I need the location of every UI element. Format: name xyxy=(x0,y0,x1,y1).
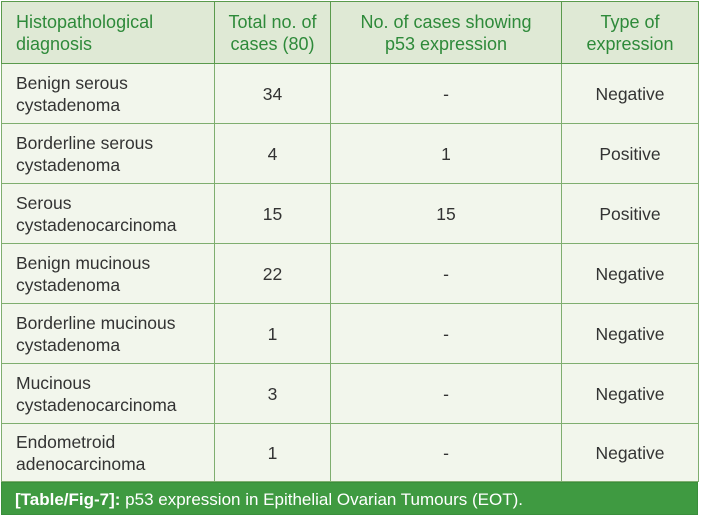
total-cases-cell: 22 xyxy=(214,243,331,304)
p53-cases-cell: - xyxy=(330,243,562,304)
diagnosis-line: cystadenoma xyxy=(16,154,121,175)
diagnosis-line: cystadenocarcinoma xyxy=(16,394,177,415)
p53-cases-cell: 1 xyxy=(330,123,562,184)
total-cases-cell: 34 xyxy=(214,63,331,124)
total-cases-cell: 15 xyxy=(214,183,331,244)
header-p53-cases: No. of cases showing p53 expression xyxy=(330,1,562,64)
expression-type-cell: Negative xyxy=(561,363,699,424)
diagnosis-line: Benign mucinous xyxy=(16,252,151,273)
diagnosis-line: Endometroid xyxy=(16,431,116,452)
total-cases-cell: 3 xyxy=(214,363,331,424)
header-line: p53 expression xyxy=(384,33,508,54)
diagnosis-cell: Borderline serous cystadenoma xyxy=(1,123,215,184)
diagnosis-line: cystadenoma xyxy=(16,274,121,295)
header-line: diagnosis xyxy=(16,33,93,54)
total-cases-cell: 4 xyxy=(214,123,331,184)
header-type-of-expression: Type of expression xyxy=(561,1,699,64)
header-line: Histopathological xyxy=(16,11,154,32)
table-row: Serous cystadenocarcinoma 15 15 Positive xyxy=(1,183,699,244)
p53-cases-cell: - xyxy=(330,303,562,364)
expression-type-cell: Negative xyxy=(561,243,699,304)
header-line: cases (80) xyxy=(230,33,315,54)
table-row: Mucinous cystadenocarcinoma 3 - Negative xyxy=(1,363,699,424)
table-row: Borderline serous cystadenoma 4 1 Positi… xyxy=(1,123,699,184)
expression-type-cell: Positive xyxy=(561,183,699,244)
diagnosis-line: adenocarcinoma xyxy=(16,453,146,474)
caption-label: [Table/Fig-7]: xyxy=(15,490,121,509)
p53-cases-cell: 15 xyxy=(330,183,562,244)
diagnosis-line: cystadenocarcinoma xyxy=(16,214,177,235)
p53-expression-table: Histopathological diagnosis Total no. of… xyxy=(1,1,699,482)
diagnosis-cell: Benign mucinous cystadenoma xyxy=(1,243,215,304)
table-row: Benign mucinous cystadenoma 22 - Negativ… xyxy=(1,243,699,304)
diagnosis-line: Serous xyxy=(16,192,72,213)
header-line: No. of cases showing xyxy=(360,11,532,32)
diagnosis-line: cystadenoma xyxy=(16,94,121,115)
diagnosis-cell: Serous cystadenocarcinoma xyxy=(1,183,215,244)
header-line: expression xyxy=(586,33,674,54)
table-caption: [Table/Fig-7]: p53 expression in Epithel… xyxy=(1,482,698,515)
table-row: Benign serous cystadenoma 34 - Negative xyxy=(1,63,699,124)
diagnosis-line: cystadenoma xyxy=(16,334,121,355)
expression-type-cell: Positive xyxy=(561,123,699,184)
caption-text: p53 expression in Epithelial Ovarian Tum… xyxy=(120,490,523,509)
p53-cases-cell: - xyxy=(330,363,562,424)
diagnosis-line: Borderline mucinous xyxy=(16,312,176,333)
expression-type-cell: Negative xyxy=(561,63,699,124)
diagnosis-cell: Mucinous cystadenocarcinoma xyxy=(1,363,215,424)
diagnosis-line: Mucinous xyxy=(16,372,91,393)
p53-cases-cell: - xyxy=(330,423,562,482)
diagnosis-cell: Borderline mucinous cystadenoma xyxy=(1,303,215,364)
header-line: Type of xyxy=(600,11,660,32)
expression-type-cell: Negative xyxy=(561,423,699,482)
total-cases-cell: 1 xyxy=(214,423,331,482)
p53-cases-cell: - xyxy=(330,63,562,124)
header-histopathological-diagnosis: Histopathological diagnosis xyxy=(1,1,215,64)
table-header-row: Histopathological diagnosis Total no. of… xyxy=(1,1,699,64)
diagnosis-line: Borderline serous xyxy=(16,132,154,153)
expression-type-cell: Negative xyxy=(561,303,699,364)
diagnosis-cell: Endometroid adenocarcinoma xyxy=(1,423,215,482)
diagnosis-cell: Benign serous cystadenoma xyxy=(1,63,215,124)
header-total-cases: Total no. of cases (80) xyxy=(214,1,331,64)
total-cases-cell: 1 xyxy=(214,303,331,364)
diagnosis-line: Benign serous xyxy=(16,72,128,93)
table-row: Endometroid adenocarcinoma 1 - Negative xyxy=(1,423,699,482)
table-row: Borderline mucinous cystadenoma 1 - Nega… xyxy=(1,303,699,364)
header-line: Total no. of xyxy=(228,11,317,32)
